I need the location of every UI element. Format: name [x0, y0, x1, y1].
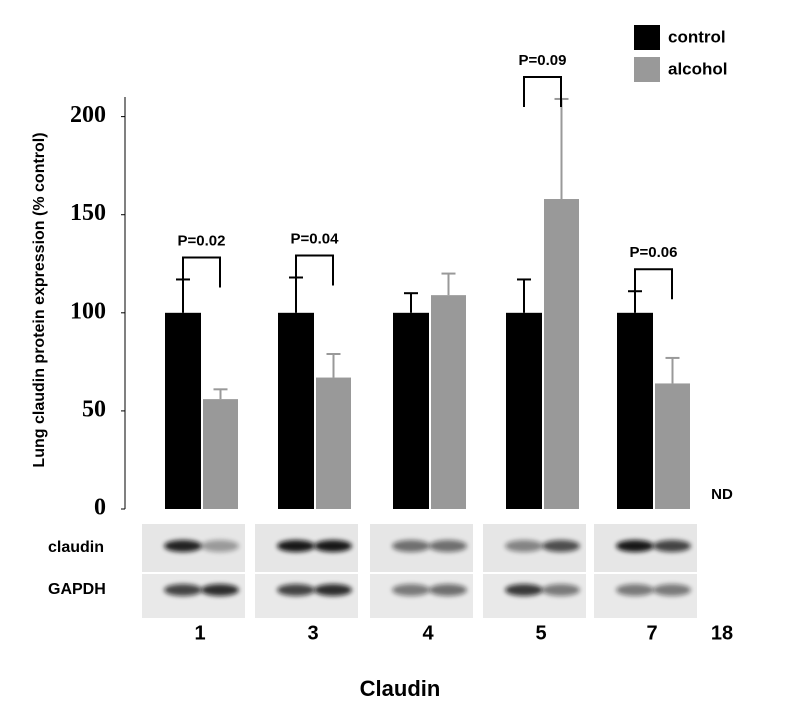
blot-band: [653, 540, 691, 552]
x-tick-label: 1: [194, 622, 205, 644]
x-tick-label: 18: [711, 622, 733, 644]
y-tick-label: 200: [70, 102, 106, 128]
blot-band: [164, 540, 202, 552]
blot-band: [505, 540, 543, 552]
annotation: P=0.02: [178, 232, 226, 249]
blot-label: GAPDH: [48, 581, 106, 598]
blot-band: [653, 584, 691, 596]
blot-band: [277, 540, 315, 552]
bar: [393, 312, 429, 509]
blot-band: [429, 584, 467, 596]
significance-bracket: [295, 254, 334, 286]
x-axis-label: Claudin: [360, 676, 441, 701]
blot-panel: [255, 574, 358, 618]
blot-band: [201, 584, 239, 596]
blot-band: [392, 540, 430, 552]
blot-band: [277, 584, 315, 596]
annotation: P=0.06: [630, 244, 678, 261]
legend-label: alcohol: [668, 59, 728, 78]
y-tick-label: 150: [70, 200, 106, 226]
blot-band: [164, 584, 202, 596]
legend-label: control: [668, 27, 726, 46]
bar: [278, 312, 314, 509]
x-tick-label: 7: [646, 622, 657, 644]
blot-band: [392, 584, 430, 596]
bar: [165, 312, 201, 509]
blot-band: [314, 584, 352, 596]
x-tick-label: 3: [307, 622, 318, 644]
bar: [655, 383, 690, 509]
bar: [431, 295, 466, 509]
y-tick-label: 50: [82, 396, 106, 422]
blot-band: [201, 540, 239, 552]
blot-panel: [142, 574, 245, 618]
blot-band: [314, 540, 352, 552]
significance-bracket: [523, 75, 562, 107]
bar: [617, 312, 653, 509]
blot-band: [542, 540, 580, 552]
blot-band: [542, 584, 580, 596]
error-bar: [404, 292, 418, 313]
error-bar: [213, 388, 228, 400]
bar: [203, 399, 238, 509]
bar: [316, 377, 351, 509]
error-bar: [441, 272, 456, 296]
blot-band: [505, 584, 543, 596]
western-blot: [142, 524, 697, 618]
significance-bracket: [634, 268, 673, 300]
y-axis-label: Lung claudin protein expression (% contr…: [31, 132, 48, 467]
annotation: P=0.04: [291, 230, 340, 247]
y-tick-label: 100: [70, 298, 106, 324]
blot-label: claudin: [48, 539, 104, 556]
blot-band: [616, 540, 654, 552]
blot-panel: [370, 574, 473, 618]
blot-panel: [594, 574, 697, 618]
legend-swatch: [634, 25, 660, 50]
error-bar: [517, 278, 531, 313]
error-bar: [554, 97, 569, 200]
error-bar: [665, 356, 680, 384]
x-tick-label: 5: [535, 622, 546, 644]
blot-panel: [483, 574, 586, 618]
x-tick-label: 4: [422, 622, 434, 644]
significance-bracket: [182, 256, 221, 288]
annotation: ND: [711, 486, 733, 503]
bar: [544, 199, 579, 509]
blot-band: [429, 540, 467, 552]
blot-band: [616, 584, 654, 596]
bar: [506, 312, 542, 509]
error-bar: [326, 353, 341, 378]
legend-swatch: [634, 57, 660, 82]
annotation: P=0.09: [519, 52, 567, 69]
y-tick-label: 0: [94, 495, 106, 521]
